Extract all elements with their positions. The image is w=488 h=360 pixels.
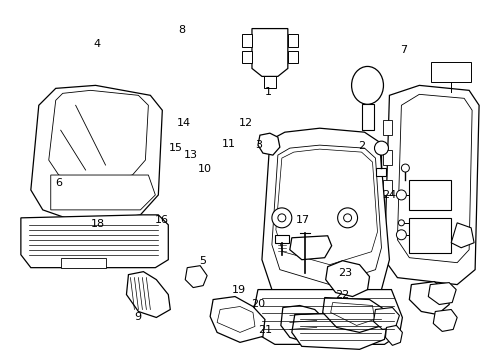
- Polygon shape: [383, 120, 392, 135]
- Circle shape: [374, 141, 387, 155]
- Polygon shape: [383, 180, 392, 195]
- Polygon shape: [251, 289, 402, 345]
- Polygon shape: [427, 283, 455, 305]
- Circle shape: [271, 208, 291, 228]
- Polygon shape: [258, 133, 279, 155]
- Polygon shape: [51, 175, 155, 210]
- Text: 5: 5: [199, 256, 206, 266]
- Circle shape: [401, 164, 408, 172]
- Polygon shape: [325, 261, 369, 297]
- Polygon shape: [432, 310, 456, 332]
- Text: 16: 16: [154, 215, 168, 225]
- Circle shape: [343, 214, 351, 222]
- Text: 12: 12: [238, 118, 252, 128]
- Polygon shape: [287, 50, 297, 63]
- Polygon shape: [376, 168, 386, 176]
- Polygon shape: [274, 235, 288, 243]
- Text: 8: 8: [178, 25, 185, 35]
- Polygon shape: [251, 28, 287, 76]
- Text: 17: 17: [295, 215, 309, 225]
- Text: 24: 24: [382, 190, 396, 200]
- Polygon shape: [280, 306, 324, 342]
- Polygon shape: [31, 85, 162, 225]
- Circle shape: [396, 230, 406, 240]
- Polygon shape: [385, 325, 402, 345]
- Text: 22: 22: [334, 291, 348, 301]
- Polygon shape: [126, 272, 170, 318]
- Polygon shape: [373, 307, 399, 329]
- Polygon shape: [322, 298, 384, 332]
- Text: 14: 14: [177, 118, 191, 128]
- Polygon shape: [185, 266, 207, 288]
- Ellipse shape: [351, 67, 383, 104]
- Polygon shape: [264, 76, 275, 88]
- Text: 21: 21: [257, 325, 271, 335]
- Circle shape: [398, 220, 404, 226]
- Text: 18: 18: [91, 219, 105, 229]
- Text: 10: 10: [197, 164, 211, 174]
- Text: 9: 9: [135, 312, 142, 322]
- Circle shape: [277, 214, 285, 222]
- Text: 6: 6: [55, 178, 62, 188]
- Polygon shape: [289, 236, 331, 260]
- Polygon shape: [397, 94, 471, 263]
- Polygon shape: [383, 150, 392, 165]
- Polygon shape: [287, 33, 297, 46]
- Text: 20: 20: [250, 299, 264, 309]
- Polygon shape: [21, 215, 168, 268]
- Polygon shape: [61, 258, 105, 268]
- Polygon shape: [242, 50, 251, 63]
- Text: 11: 11: [222, 139, 235, 149]
- Polygon shape: [262, 128, 388, 307]
- Polygon shape: [242, 33, 251, 46]
- Text: 2: 2: [357, 141, 364, 151]
- Polygon shape: [384, 85, 478, 285]
- Polygon shape: [275, 149, 377, 265]
- Circle shape: [396, 190, 406, 200]
- Text: 1: 1: [264, 87, 271, 97]
- Text: 4: 4: [94, 40, 101, 49]
- Polygon shape: [408, 282, 448, 315]
- Text: 23: 23: [337, 267, 351, 278]
- Polygon shape: [49, 90, 148, 183]
- Polygon shape: [361, 104, 373, 130]
- Circle shape: [337, 208, 357, 228]
- Text: 3: 3: [255, 140, 262, 150]
- Polygon shape: [450, 223, 473, 248]
- Text: 15: 15: [168, 143, 182, 153]
- Text: 7: 7: [399, 45, 406, 55]
- Polygon shape: [210, 297, 264, 342]
- Polygon shape: [291, 312, 386, 349]
- Text: 19: 19: [231, 285, 245, 296]
- Text: 13: 13: [183, 150, 198, 160]
- Polygon shape: [271, 145, 381, 285]
